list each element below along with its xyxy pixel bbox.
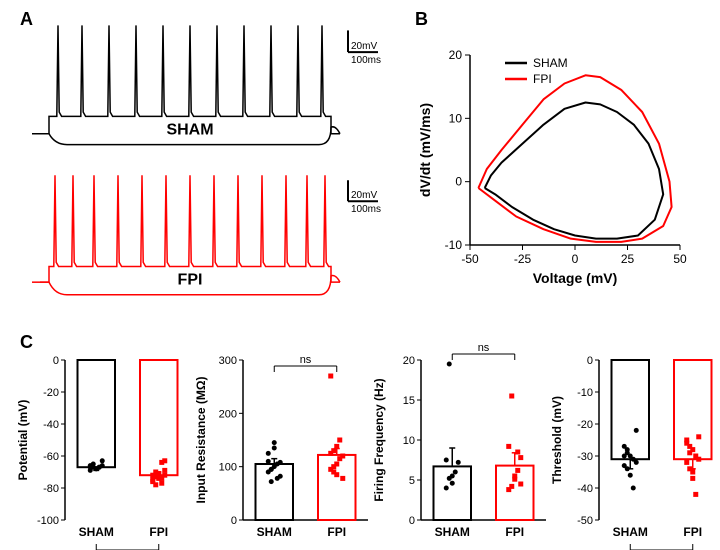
svg-text:SHAM: SHAM bbox=[257, 525, 292, 539]
svg-text:200: 200 bbox=[219, 408, 237, 420]
svg-text:300: 300 bbox=[219, 355, 237, 367]
svg-text:FPI: FPI bbox=[149, 525, 168, 539]
svg-text:5: 5 bbox=[409, 475, 415, 487]
svg-text:C: C bbox=[20, 332, 33, 352]
svg-text:20: 20 bbox=[449, 48, 463, 62]
svg-text:-50: -50 bbox=[461, 252, 479, 266]
svg-text:Firing Frequency (Hz): Firing Frequency (Hz) bbox=[372, 378, 386, 501]
svg-text:-10: -10 bbox=[577, 387, 593, 399]
svg-text:dV/dt (mV/ms): dV/dt (mV/ms) bbox=[417, 103, 433, 197]
svg-text:0: 0 bbox=[53, 355, 59, 367]
svg-text:0: 0 bbox=[409, 515, 415, 527]
svg-text:SHAM: SHAM bbox=[435, 525, 470, 539]
svg-text:-20: -20 bbox=[577, 419, 593, 431]
svg-text:-30: -30 bbox=[577, 451, 593, 463]
svg-text:20: 20 bbox=[403, 355, 415, 367]
svg-text:FPI: FPI bbox=[683, 525, 702, 539]
svg-text:SHAM: SHAM bbox=[79, 525, 114, 539]
svg-text:FPI: FPI bbox=[505, 525, 524, 539]
svg-text:-10: -10 bbox=[445, 238, 463, 252]
svg-text:Input Resistance (MΩ): Input Resistance (MΩ) bbox=[194, 377, 208, 504]
svg-text:ns: ns bbox=[478, 342, 490, 354]
svg-text:-20: -20 bbox=[43, 387, 59, 399]
svg-text:0: 0 bbox=[572, 252, 579, 266]
svg-text:25: 25 bbox=[621, 252, 635, 266]
svg-text:20mV: 20mV bbox=[351, 190, 377, 201]
svg-text:10: 10 bbox=[449, 111, 463, 125]
svg-text:Voltage (mV): Voltage (mV) bbox=[533, 270, 618, 286]
svg-text:SHAM: SHAM bbox=[533, 56, 568, 70]
svg-text:ns: ns bbox=[300, 354, 312, 366]
svg-text:-100: -100 bbox=[37, 515, 59, 527]
svg-text:-60: -60 bbox=[43, 451, 59, 463]
svg-text:-40: -40 bbox=[577, 483, 593, 495]
svg-text:Threshold (mV): Threshold (mV) bbox=[550, 396, 564, 484]
svg-text:SHAM: SHAM bbox=[613, 525, 648, 539]
svg-text:FPI: FPI bbox=[533, 72, 552, 86]
svg-text:-40: -40 bbox=[43, 419, 59, 431]
svg-text:50: 50 bbox=[673, 252, 687, 266]
svg-text:15: 15 bbox=[403, 395, 415, 407]
svg-text:A: A bbox=[20, 9, 33, 29]
svg-text:100ms: 100ms bbox=[351, 55, 381, 66]
svg-text:100: 100 bbox=[219, 462, 237, 474]
svg-text:0: 0 bbox=[587, 355, 593, 367]
svg-text:100ms: 100ms bbox=[351, 204, 381, 215]
svg-text:20mV: 20mV bbox=[351, 41, 377, 52]
svg-text:10: 10 bbox=[403, 435, 415, 447]
svg-text:-25: -25 bbox=[514, 252, 532, 266]
svg-text:B: B bbox=[415, 9, 428, 29]
svg-text:0: 0 bbox=[455, 175, 462, 189]
svg-text:-80: -80 bbox=[43, 483, 59, 495]
svg-text:Potential (mV): Potential (mV) bbox=[16, 400, 30, 481]
svg-text:FPI: FPI bbox=[178, 271, 203, 288]
svg-text:FPI: FPI bbox=[327, 525, 346, 539]
svg-text:SHAM: SHAM bbox=[166, 121, 213, 138]
svg-text:-50: -50 bbox=[577, 515, 593, 527]
svg-text:0: 0 bbox=[231, 515, 237, 527]
